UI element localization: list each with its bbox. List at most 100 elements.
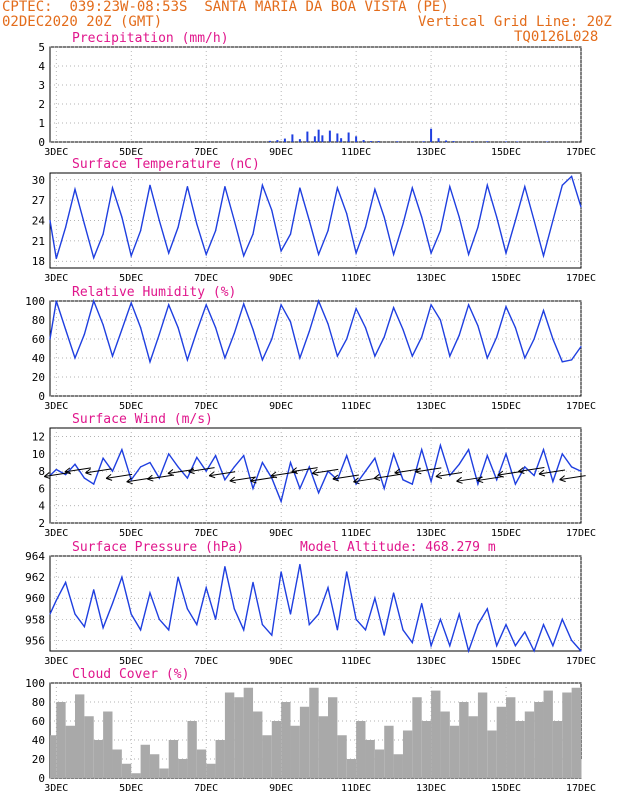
pressure-point — [158, 618, 160, 620]
cloud-area-bar — [477, 692, 488, 778]
temp-point — [289, 233, 292, 235]
rh-ytick-label: 20 — [32, 371, 45, 384]
wind-arrow-shaft — [188, 467, 215, 473]
cloud-area-bar — [374, 749, 385, 778]
rh-point — [111, 355, 114, 357]
rh-xtick-label: 3DEC — [44, 401, 68, 412]
wind-point — [243, 455, 245, 457]
temp-xtick-label: 15DEC — [491, 273, 521, 284]
wind-arrow-shaft — [229, 476, 256, 482]
wind-point — [261, 461, 264, 464]
wind-point — [392, 453, 395, 455]
pressure-point — [411, 641, 413, 644]
cloud-ytick-label: 40 — [32, 734, 45, 747]
wind-xtick-label: 13DEC — [416, 528, 446, 539]
pressure-ytick-label: 964 — [25, 550, 45, 563]
rh-point — [102, 324, 104, 326]
pressure-point — [571, 639, 573, 642]
pressure-point — [364, 629, 367, 631]
precip-ytick-label: 2 — [38, 98, 45, 111]
cloud-xtick-label: 15DEC — [491, 783, 521, 794]
wind-arrow-head — [64, 467, 72, 475]
wind-arrow-head — [270, 471, 278, 479]
rh-title: Relative Humidity (%) — [72, 285, 236, 300]
rh-point — [552, 338, 554, 340]
pressure-point — [261, 624, 264, 626]
wind-point — [542, 448, 545, 451]
wind-point — [280, 500, 282, 503]
wind-arrow-head — [373, 474, 381, 481]
rh-series-line — [49, 298, 582, 365]
cloud-area-bar — [431, 690, 441, 778]
cloud-area-bar — [206, 763, 216, 778]
cloud-area-bar — [581, 759, 582, 778]
temp-point — [542, 255, 545, 257]
pressure-ytick-label: 956 — [25, 634, 45, 647]
wind-arrow-head — [291, 467, 298, 475]
pressure-point — [289, 613, 292, 615]
pressure-point — [149, 592, 151, 594]
temp-point — [168, 252, 170, 254]
rh-point — [505, 306, 507, 308]
cloud-area-bar — [262, 735, 272, 778]
rh-point — [327, 323, 329, 325]
wind-point — [55, 468, 57, 471]
precip-bar — [362, 140, 365, 142]
precip-xtick-label: 5DEC — [119, 147, 143, 158]
precip-bar — [437, 138, 440, 142]
rh-point — [561, 361, 563, 363]
cloud-area-bar — [224, 692, 235, 778]
cloud-area-bar — [168, 740, 179, 778]
cloud-area-bar — [365, 740, 375, 778]
wind-arrow-shaft — [415, 467, 442, 473]
temp-point — [111, 187, 114, 189]
wind-point — [383, 487, 385, 490]
wind-arrow-shaft — [147, 474, 174, 480]
pressure-point — [486, 608, 488, 610]
precip-bar — [340, 138, 343, 142]
cloud-area-bar — [515, 721, 525, 778]
precip-bar — [486, 141, 489, 142]
wind-point — [308, 466, 310, 468]
cloud-area-bar — [253, 711, 263, 778]
wind-arrow-shaft — [312, 468, 339, 474]
wind-arrow-head — [353, 477, 360, 485]
wind-arrow-shaft — [209, 471, 236, 477]
cloud-area-bar — [562, 692, 572, 778]
temp-point — [261, 184, 264, 186]
temp-point — [299, 187, 301, 189]
rh-point — [121, 328, 123, 331]
temp-ytick-label: 24 — [32, 215, 46, 228]
rh-point — [336, 355, 338, 357]
wind-arrow-shaft — [64, 467, 91, 473]
cloud-area-bar — [215, 740, 225, 778]
pressure-point — [205, 587, 207, 589]
rh-ytick-label: 80 — [32, 314, 45, 327]
wind-point — [93, 483, 95, 485]
rh-point — [289, 321, 292, 323]
pressure-point — [392, 592, 395, 594]
rh-point — [49, 338, 51, 340]
rh-point — [430, 304, 432, 306]
wind-point — [355, 483, 357, 485]
rh-point — [233, 332, 235, 334]
cloud-ytick-label: 20 — [32, 753, 45, 766]
wind-point — [186, 477, 189, 479]
rh-point — [83, 333, 85, 335]
cloud-ytick-label: 0 — [38, 772, 45, 785]
temp-point — [93, 257, 95, 259]
wind-point — [139, 466, 142, 468]
rh-point — [65, 328, 67, 331]
cloud-xtick-label: 9DEC — [269, 783, 293, 794]
rh-point — [392, 307, 395, 309]
wind-arrow-head — [415, 467, 422, 475]
pressure-title: Surface Pressure (hPa) — [72, 540, 244, 555]
pressure-point — [580, 650, 582, 652]
temp-point — [149, 184, 151, 186]
temp-point — [158, 219, 160, 222]
rh-point — [355, 308, 357, 310]
precip-bar — [505, 141, 508, 142]
wind-xtick-label: 5DEC — [119, 528, 143, 539]
temp-point — [430, 252, 432, 254]
wind-point — [477, 483, 479, 485]
